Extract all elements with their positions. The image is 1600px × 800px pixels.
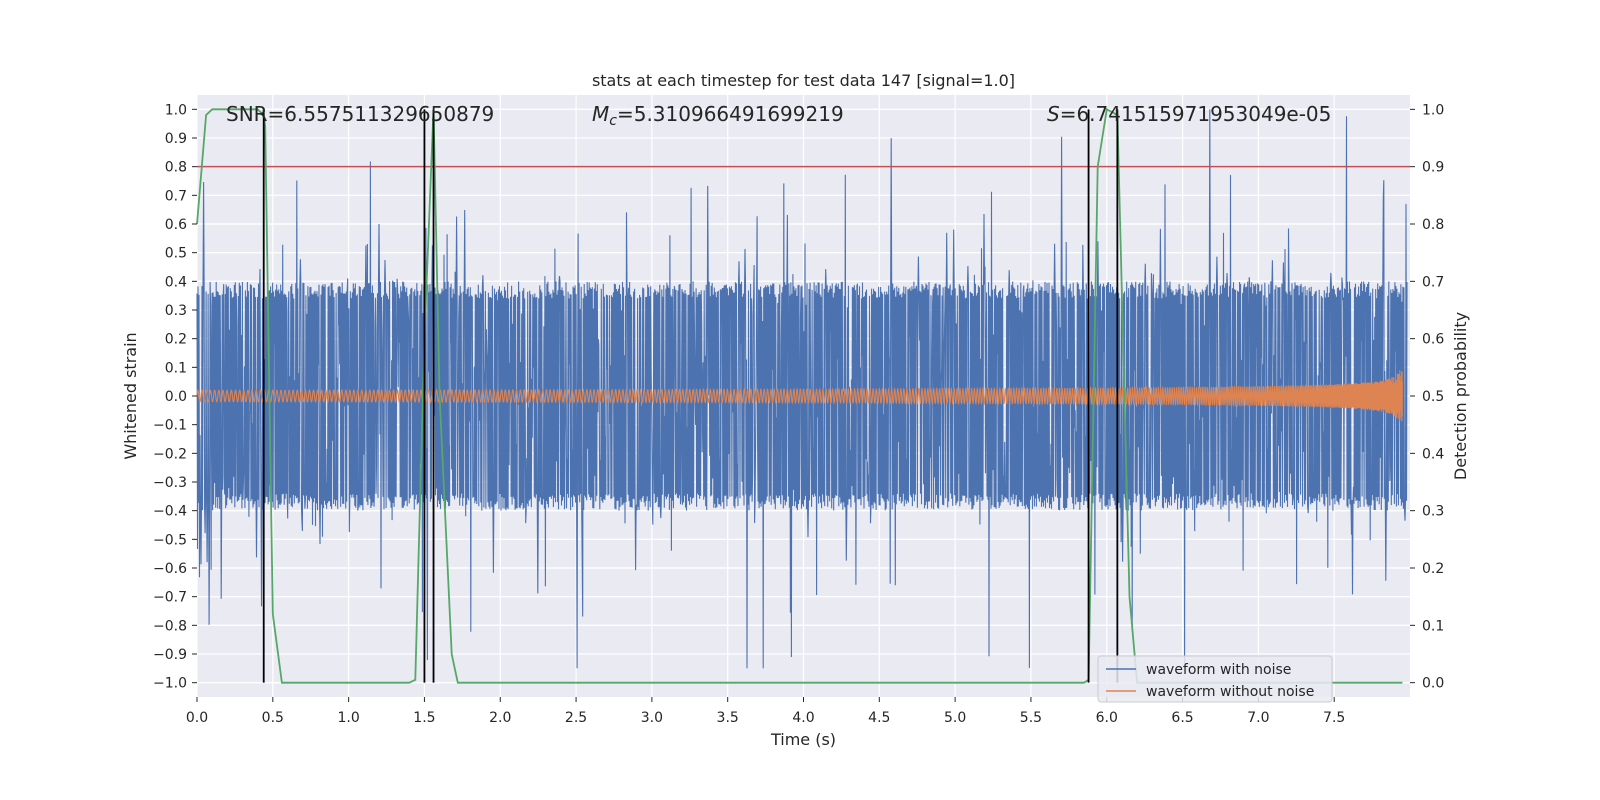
- x-tick-label: 3.0: [641, 710, 663, 726]
- y-tick-label: −0.7: [153, 590, 187, 606]
- waveform-without-noise-line: [196, 370, 1403, 422]
- y2-tick-label: 0.7: [1422, 274, 1444, 290]
- legend-box: [1097, 655, 1333, 703]
- x-tick-label: 4.5: [868, 710, 890, 726]
- s-symbol: S: [1047, 102, 1060, 126]
- y-tick-label: 0.2: [165, 332, 187, 348]
- y-tick-label: −0.5: [153, 532, 187, 548]
- y-tick-label: −0.4: [153, 504, 187, 520]
- axes-layer: 0.0 0.5 1.0 1.5 2.0 2.5 3.0 3.5 4.0 4.5 5.0 5.5 6.0 6…: [153, 102, 1444, 726]
- x-tick-label: 7.0: [1247, 710, 1269, 726]
- x-tick-label: 7.5: [1323, 710, 1345, 726]
- y-tick-label: −0.2: [153, 446, 187, 462]
- legend: waveform with noise waveform without noi…: [1097, 655, 1333, 703]
- s-annotation: S=6.741515971953049e-05: [1047, 102, 1331, 126]
- x-tick-label: 1.0: [337, 710, 359, 726]
- x-tick-label: 1.5: [413, 710, 435, 726]
- y2-tick-label: 0.0: [1422, 676, 1444, 692]
- detection-probability-series: [196, 107, 1403, 684]
- x-tick-label: 5.5: [1020, 710, 1042, 726]
- x-tick-label: 4.0: [792, 710, 814, 726]
- y-tick-label: −0.3: [153, 475, 187, 491]
- y-tick-label: −0.8: [153, 618, 187, 634]
- y-tick-label: −0.1: [153, 418, 187, 434]
- s-value: =6.741515971953049e-05: [1060, 102, 1332, 126]
- legend-label-clean: waveform without noise: [1146, 684, 1314, 700]
- y-tick-label: 0.9: [165, 131, 187, 147]
- x-tick-label: 6.5: [1171, 710, 1193, 726]
- y2-tick-label: 0.9: [1422, 160, 1444, 176]
- y2-tick-label: 0.2: [1422, 561, 1444, 577]
- y2-tick-label: 1.0: [1422, 102, 1444, 118]
- y2-tick-label: 0.1: [1422, 618, 1444, 634]
- y-tick-label: 0.4: [165, 274, 187, 290]
- y2-tick-label: 0.3: [1422, 504, 1444, 520]
- chirp-mass-annotation: Mc=5.310966491699219: [592, 102, 844, 129]
- mc-value: =5.310966491699219: [617, 102, 844, 126]
- y-tick-label: 0.8: [165, 160, 187, 176]
- y-tick-label: 0.1: [165, 360, 187, 376]
- y-tick-label: 1.0: [165, 102, 187, 118]
- y2-tick-label: 0.8: [1422, 217, 1444, 233]
- x-tick-label: 2.0: [489, 710, 511, 726]
- x-tick-label: 2.5: [565, 710, 587, 726]
- x-axis-label: Time (s): [770, 730, 836, 749]
- y2-tick-label: 0.5: [1422, 389, 1444, 405]
- x-tick-label: 0.5: [262, 710, 284, 726]
- waveform-with-noise-series: [196, 109, 1408, 669]
- y-tick-label: −0.6: [153, 561, 187, 577]
- waveform-with-noise-line: [196, 109, 1408, 669]
- y-tick-label: 0.5: [165, 246, 187, 262]
- y-axis-label: Whitened strain: [121, 332, 140, 459]
- y-tick-label: −1.0: [153, 676, 187, 692]
- x-tick-label: 5.0: [944, 710, 966, 726]
- y-tick-label: 0.0: [165, 389, 187, 405]
- y-tick-label: 0.3: [165, 303, 187, 319]
- y-tick-label: 0.7: [165, 188, 187, 204]
- legend-label-noise: waveform with noise: [1146, 662, 1291, 678]
- snr-annotation: SNR=6.557511329650879: [226, 102, 494, 126]
- x-tick-label: 0.0: [186, 710, 208, 726]
- detection-probability-line: [196, 107, 1403, 684]
- mc-symbol: M: [592, 102, 609, 126]
- vertical-markers-layer: [262, 109, 1119, 683]
- y-tick-label: −0.9: [153, 647, 187, 663]
- chart-title: stats at each timestep for test data 147…: [592, 71, 1015, 90]
- waveform-without-noise-series: [196, 370, 1403, 422]
- x-tick-label: 3.5: [717, 710, 739, 726]
- mc-subscript: c: [609, 113, 617, 129]
- y2-tick-label: 0.6: [1422, 332, 1444, 348]
- y2-axis-label: Detection probability: [1451, 312, 1470, 480]
- y2-tick-label: 0.4: [1422, 446, 1444, 462]
- x-tick-label: 6.0: [1096, 710, 1118, 726]
- y-tick-label: 0.6: [165, 217, 187, 233]
